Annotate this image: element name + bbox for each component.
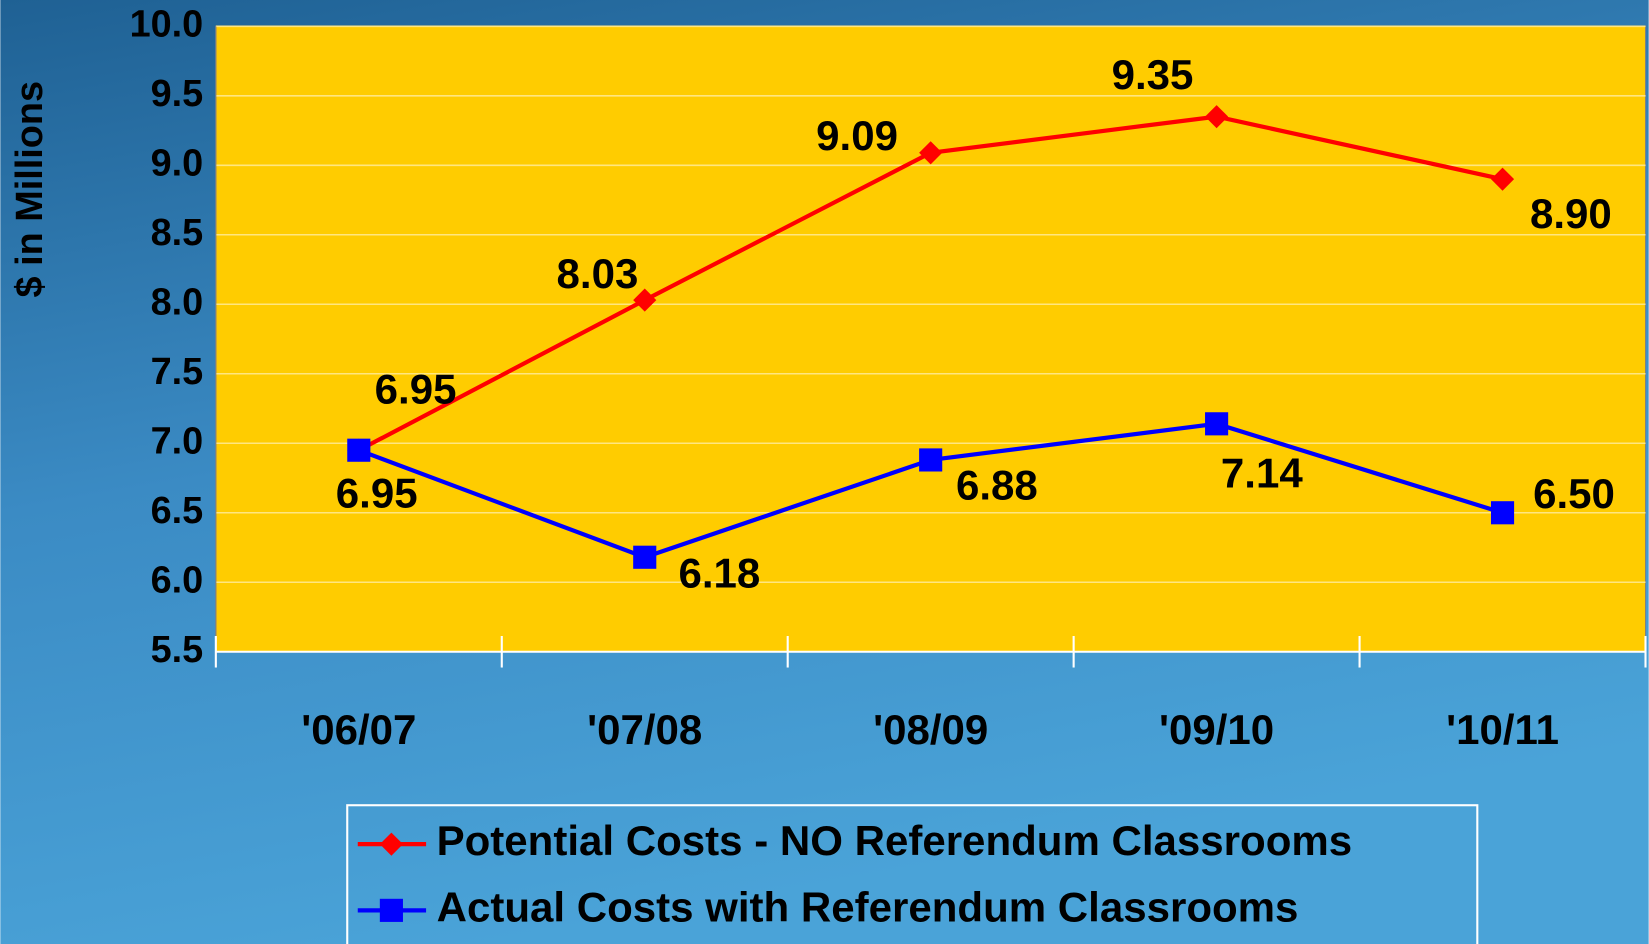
x-tick-label: '10/11 [1446, 706, 1559, 753]
data-label: 6.95 [375, 366, 457, 413]
data-label: 6.50 [1533, 470, 1615, 517]
data-label: 7.14 [1221, 449, 1303, 496]
data-label: 6.95 [336, 470, 418, 517]
x-tick-label: '08/09 [873, 706, 988, 753]
data-label: 6.18 [678, 549, 760, 596]
legend-marker [379, 898, 403, 922]
legend-label: Potential Costs - NO Referendum Classroo… [437, 817, 1353, 864]
data-point [1490, 501, 1515, 525]
data-label: 9.09 [816, 112, 898, 159]
data-label: 8.03 [557, 250, 639, 297]
y-tick-label: 7.5 [151, 351, 204, 393]
data-point [1205, 412, 1229, 436]
data-point [1205, 105, 1229, 129]
data-point [919, 141, 943, 165]
y-tick-label: 6.5 [151, 490, 204, 532]
y-tick-label: 6.0 [151, 559, 204, 601]
data-label: 6.88 [956, 461, 1038, 508]
legend-marker [379, 832, 403, 856]
data-label: 8.90 [1530, 190, 1612, 237]
data-label: 9.35 [1112, 51, 1194, 98]
legend-box [346, 804, 1479, 944]
plot-area [215, 25, 1647, 653]
y-tick-label: 9.0 [151, 142, 204, 184]
y-tick-label: 5.5 [151, 629, 204, 671]
data-point [1490, 167, 1515, 191]
y-axis-title: $ in Millions [9, 81, 51, 297]
y-tick-label: 7.0 [151, 420, 204, 462]
y-tick-label: 8.5 [151, 212, 204, 254]
y-tick-label: 8.0 [151, 281, 204, 323]
data-point [347, 438, 371, 462]
y-tick-label: 10.0 [130, 3, 204, 45]
y-tick-label: 9.5 [151, 73, 204, 115]
x-tick-label: '07/08 [587, 706, 702, 753]
x-tick-label: '06/07 [301, 706, 416, 753]
data-point [919, 448, 943, 472]
data-point [633, 545, 657, 569]
legend-label: Actual Costs with Referendum Classrooms [437, 883, 1299, 930]
data-point [633, 288, 657, 312]
x-tick-label: '09/10 [1159, 706, 1274, 753]
